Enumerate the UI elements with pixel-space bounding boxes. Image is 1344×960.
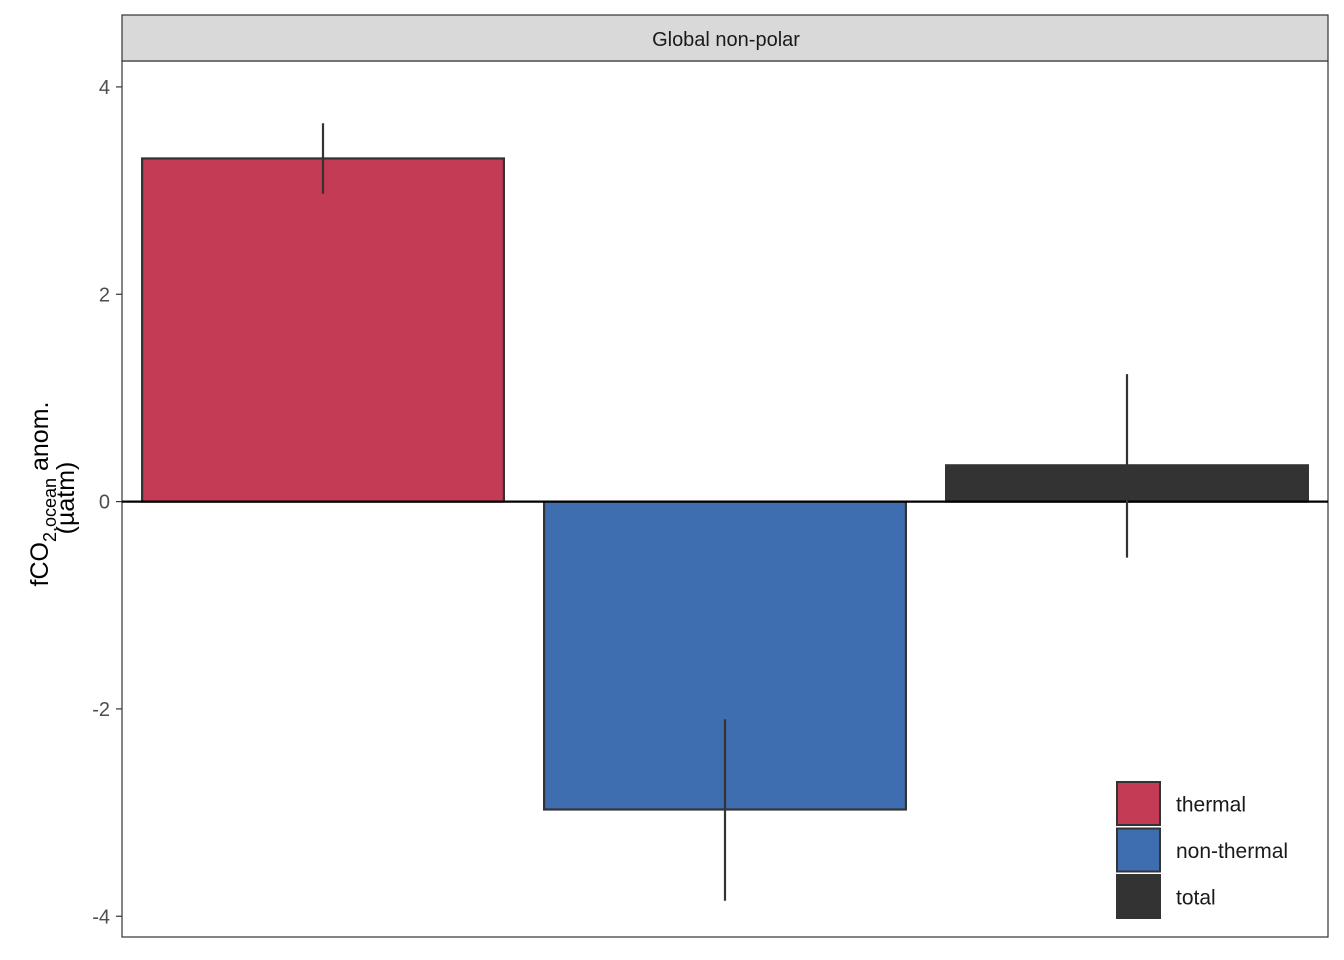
y-axis-label-line1: fCO2,ocean anom. — [26, 402, 60, 587]
legend-key-total — [1116, 874, 1161, 919]
bar-thermal — [141, 157, 505, 503]
error-bars — [321, 123, 1129, 901]
legend-label-thermal: thermal — [1176, 794, 1246, 817]
facet-strip: Global non-polar — [121, 14, 1329, 62]
y-label-prefix: fCO — [26, 542, 54, 586]
y-tick-label: -4 — [92, 906, 110, 928]
legend-label-non-thermal: non-thermal — [1176, 840, 1288, 863]
y-tick-label: -2 — [92, 699, 110, 721]
y-axis: 4 2 0 -2 -4 — [92, 77, 122, 928]
panel-title: Global non-polar — [652, 29, 800, 51]
y-label-suffix: anom. — [26, 402, 54, 478]
y-tick-label: 0 — [99, 492, 110, 514]
y-tick-label: 2 — [99, 284, 110, 306]
strip-background — [121, 14, 1329, 62]
y-label-subscript: 2,ocean — [40, 478, 60, 542]
y-axis-label-line2: (µatm) — [52, 462, 80, 535]
legend-label-total: total — [1176, 887, 1216, 910]
y-tick-label: 4 — [99, 77, 110, 99]
legend: thermal non-thermal total — [1116, 781, 1288, 919]
legend-key-thermal — [1116, 781, 1161, 826]
legend-key-non-thermal — [1116, 827, 1161, 873]
y-axis-label: fCO2,ocean anom. (µatm) — [26, 402, 80, 587]
